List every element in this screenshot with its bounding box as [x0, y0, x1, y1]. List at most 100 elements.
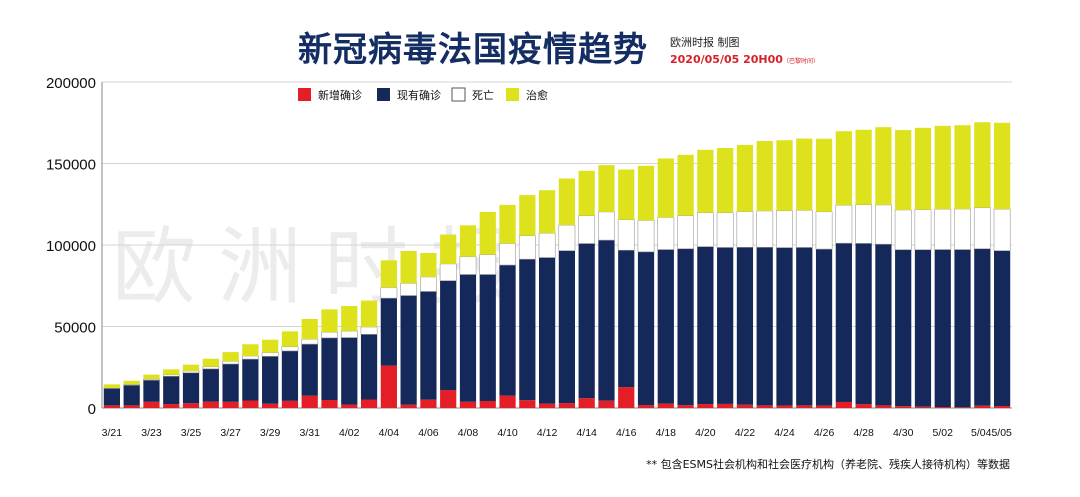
bar-recovered [895, 130, 912, 210]
bar-recovered [499, 204, 516, 244]
bar-active [103, 388, 120, 406]
bar-new [637, 405, 655, 408]
bar-new [736, 404, 754, 408]
bar-active [380, 298, 397, 366]
bar-recovered [163, 369, 180, 375]
bar-recovered [202, 358, 219, 367]
bar-active [459, 274, 477, 402]
bar-recovered [281, 331, 299, 347]
bar-active [400, 295, 417, 405]
legend-swatch [377, 88, 390, 101]
bar-active [815, 249, 833, 406]
bar-new [914, 406, 932, 408]
bar-new [123, 405, 140, 408]
bar-new [341, 404, 358, 408]
bar-deaths [637, 220, 655, 253]
bar-new [103, 405, 120, 408]
bar-new [954, 407, 971, 408]
bar-active [242, 359, 259, 401]
x-tick-label: 5/04 [971, 427, 992, 439]
bar-active [756, 247, 773, 406]
bar-recovered [677, 154, 694, 216]
bar-recovered [360, 300, 378, 327]
bar-new [835, 401, 852, 408]
bar-deaths [459, 256, 477, 275]
x-tick-label: 3/25 [181, 427, 202, 439]
bar-active [262, 356, 279, 404]
bar-deaths [815, 211, 833, 250]
bar-active [677, 248, 694, 406]
bar-deaths [281, 346, 299, 352]
bar-deaths [380, 287, 398, 299]
bar-active [301, 344, 318, 396]
bar-new [578, 398, 595, 408]
bar-active [123, 385, 140, 406]
bar-active [796, 247, 813, 406]
bar-new [143, 401, 160, 408]
legend-label: 新增确诊 [318, 88, 362, 102]
bar-deaths [400, 283, 418, 296]
bar-deaths [143, 378, 160, 381]
x-tick-label: 5/02 [933, 427, 954, 439]
bar-new [420, 399, 437, 408]
x-tick-label: 5/05 [991, 427, 1012, 439]
bar-active [558, 250, 575, 404]
bar-recovered [440, 234, 457, 264]
bar-deaths [202, 366, 220, 370]
y-tick-label: 100000 [46, 238, 96, 255]
bar-recovered [717, 148, 734, 213]
bar-recovered [341, 305, 358, 332]
chart-source: 欧洲时报 制图 [670, 36, 740, 49]
bar-recovered [420, 252, 437, 277]
bar-new [875, 405, 892, 408]
x-tick-label: 4/30 [893, 427, 914, 439]
bar-active [420, 291, 437, 400]
bar-deaths [776, 210, 793, 248]
bar-new [242, 400, 259, 408]
bar-deaths [835, 204, 853, 244]
x-tick-label: 3/31 [300, 427, 321, 439]
legend-label: 治愈 [526, 88, 548, 102]
legend-label: 现有确诊 [397, 88, 441, 102]
bar-new [994, 406, 1011, 408]
bar-recovered [519, 195, 536, 236]
bar-deaths [855, 204, 873, 244]
bar-deaths [301, 338, 319, 345]
chart-footnote: ** 包含ESMS社会机构和社会医疗机构（养老院、残疾人接待机构）等数据 [646, 458, 1010, 471]
bar-deaths [518, 235, 536, 260]
bar-new [440, 390, 457, 408]
bar-recovered [697, 149, 714, 213]
bar-recovered [855, 129, 872, 205]
legend-swatch [451, 87, 466, 102]
bar-active [598, 240, 615, 401]
bar-deaths [736, 211, 754, 248]
bar-recovered [182, 364, 200, 371]
bar-recovered [657, 158, 674, 218]
bar-active [539, 257, 556, 404]
x-tick-label: 3/29 [260, 427, 281, 439]
x-tick-label: 4/24 [774, 427, 795, 439]
bar-recovered [242, 344, 259, 357]
bar-deaths [222, 361, 239, 365]
bar-recovered [558, 178, 575, 226]
x-tick-label: 4/14 [576, 427, 597, 439]
bar-active [776, 247, 793, 406]
bar-active [578, 243, 595, 399]
bar-deaths [716, 212, 734, 248]
x-tick-label: 3/23 [141, 427, 162, 439]
bar-recovered [262, 339, 279, 353]
x-tick-label: 4/28 [853, 427, 874, 439]
bar-active [321, 337, 338, 401]
legend-swatch [506, 88, 519, 101]
bar-deaths [677, 215, 694, 250]
bar-new [717, 403, 734, 408]
x-tick-label: 4/20 [695, 427, 716, 439]
bar-active [637, 251, 655, 406]
bar-active [163, 376, 180, 405]
bar-active [341, 337, 358, 405]
bar-deaths [538, 232, 556, 258]
bar-recovered [598, 165, 615, 212]
bar-recovered [400, 251, 417, 284]
bar-active [895, 249, 912, 407]
bar-active [281, 350, 299, 401]
